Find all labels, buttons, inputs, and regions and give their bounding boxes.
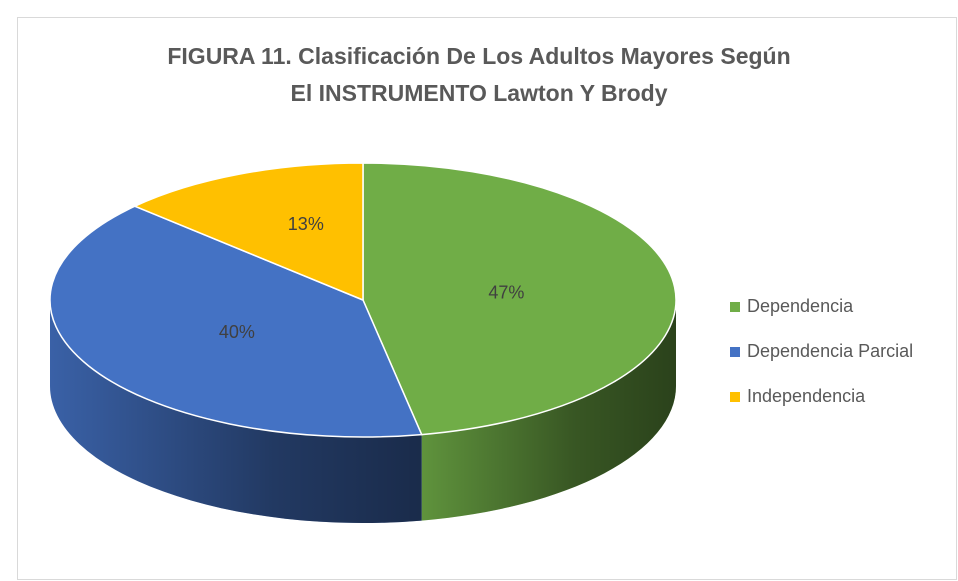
- legend-swatch: [730, 302, 740, 312]
- legend-label: Dependencia: [747, 296, 854, 316]
- data-label: 47%: [488, 282, 524, 302]
- slice: [49, 205, 423, 438]
- legend-label: Dependencia Parcial: [747, 341, 913, 361]
- legend-swatch: [730, 392, 740, 402]
- data-label: 13%: [288, 214, 324, 234]
- data-label: 40%: [219, 322, 255, 342]
- chart-title: FIGURA 11. Clasificación De Los Adultos …: [167, 43, 790, 69]
- slice: [132, 162, 364, 302]
- slice-side-shade: [50, 300, 422, 523]
- slice: [362, 162, 677, 436]
- chart-title: El INSTRUMENTO Lawton Y Brody: [291, 80, 668, 106]
- legend-swatch: [730, 347, 740, 357]
- legend-label: Independencia: [747, 386, 866, 406]
